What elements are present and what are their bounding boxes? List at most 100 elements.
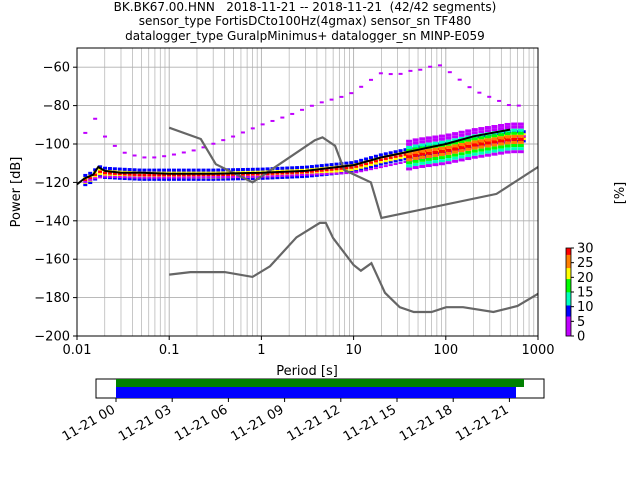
- heatmap-cell: [300, 165, 305, 169]
- heatmap-cell: [117, 176, 122, 180]
- colorbar-segment: [566, 294, 571, 297]
- heatmap-cell: [127, 168, 132, 172]
- heatmap-cell: [478, 142, 485, 146]
- heatmap-cell: [517, 122, 524, 126]
- heatmap-cell: [511, 147, 518, 151]
- colorbar-tick-label: 30: [577, 242, 594, 257]
- heatmap-cell: [445, 133, 452, 137]
- heatmap-cell: [398, 158, 403, 162]
- heatmap-cell: [378, 72, 383, 75]
- heatmap-cell: [511, 134, 518, 138]
- heatmap-cell: [221, 176, 226, 179]
- heatmap-cell: [398, 149, 403, 153]
- heatmap-cell: [412, 162, 419, 166]
- heatmap-cell: [419, 140, 426, 144]
- heatmap-cell: [516, 104, 521, 107]
- heatmap-cell: [491, 140, 498, 144]
- heatmap-cell: [432, 147, 439, 151]
- heatmap-cell: [364, 164, 369, 168]
- heatmap-cell: [103, 166, 108, 170]
- heatmap-cell: [103, 175, 108, 178]
- heatmap-cell: [211, 176, 216, 179]
- heatmap-cell: [369, 156, 374, 160]
- y-tick-label: −80: [43, 99, 70, 114]
- heatmap-cell: [186, 168, 191, 172]
- heatmap-cell: [378, 162, 383, 166]
- heatmap-cell: [162, 155, 167, 158]
- heatmap-cell: [221, 168, 226, 172]
- heatmap-cell: [504, 147, 511, 151]
- heatmap-cell: [388, 73, 393, 76]
- heatmap-cell: [452, 153, 459, 157]
- heatmap-cell: [388, 155, 393, 159]
- heatmap-cell: [300, 175, 305, 179]
- heatmap-cell: [484, 138, 491, 142]
- heatmap-cell: [162, 170, 167, 174]
- heatmap-cell: [511, 140, 518, 144]
- colorbar-segment: [566, 261, 571, 264]
- heatmap-cell: [147, 168, 152, 172]
- heatmap-cell: [290, 112, 295, 115]
- heatmap-cell: [112, 174, 117, 178]
- heatmap-cell: [478, 148, 485, 152]
- heatmap-cell: [295, 166, 300, 170]
- heatmap-cell: [445, 161, 452, 165]
- heatmap-cell: [240, 170, 245, 174]
- heatmap-cell: [491, 137, 498, 141]
- heatmap-cell: [285, 168, 290, 172]
- heatmap-cell: [369, 163, 374, 167]
- heatmap-cell: [181, 151, 186, 154]
- y-tick-label: −140: [34, 214, 70, 229]
- heatmap-cell: [83, 173, 88, 177]
- heatmap-cell: [504, 138, 511, 142]
- heatmap-cell: [98, 174, 103, 178]
- heatmap-cell: [406, 155, 413, 159]
- heatmap-cell: [458, 133, 465, 137]
- heatmap-cell: [478, 154, 485, 158]
- heatmap-cell: [245, 170, 250, 174]
- heatmap-cell: [438, 134, 445, 138]
- heatmap-cell: [216, 176, 221, 179]
- heatmap-cell: [406, 158, 413, 162]
- heatmap-cell: [122, 177, 127, 181]
- colorbar-segment: [566, 292, 571, 295]
- heatmap-cell: [471, 140, 478, 144]
- heatmap-cell: [167, 177, 172, 181]
- heatmap-cell: [285, 166, 290, 170]
- heatmap-cell: [412, 147, 419, 151]
- heatmap-cell: [403, 148, 408, 152]
- data-coverage-bar: [116, 379, 524, 387]
- heatmap-cell: [270, 176, 275, 180]
- heatmap-cell: [309, 171, 314, 175]
- heatmap-cell: [465, 132, 472, 136]
- heatmap-cell: [465, 153, 472, 157]
- heatmap-cell: [221, 177, 226, 181]
- heatmap-cell: [107, 173, 112, 177]
- heatmap-cell: [383, 152, 388, 156]
- heatmap-cell: [236, 170, 241, 174]
- heatmap-cell: [334, 172, 339, 175]
- heatmap-cell: [260, 123, 265, 126]
- heatmap-cell: [319, 166, 324, 170]
- heatmap-cell: [511, 144, 518, 148]
- colorbar-segment: [566, 320, 571, 324]
- timeline-tick-label: 11-21 03: [116, 402, 174, 444]
- heatmap-cell: [314, 173, 319, 176]
- heatmap-cell: [419, 158, 426, 162]
- colorbar-segment: [566, 283, 571, 286]
- timeline-tick-label: 11-21 00: [60, 402, 118, 444]
- heatmap-cell: [206, 168, 211, 172]
- heatmap-cell: [406, 148, 413, 152]
- heatmap-cell: [406, 139, 413, 143]
- heatmap-cell: [452, 141, 459, 145]
- heatmap-cell: [88, 178, 93, 181]
- colorbar-segment: [566, 289, 571, 293]
- heatmap-cell: [373, 167, 378, 170]
- heatmap-cell: [438, 159, 445, 163]
- heatmap-cell: [226, 177, 231, 181]
- heatmap-cell: [137, 176, 142, 179]
- colorbar-tick-label: 25: [577, 256, 594, 271]
- heatmap-cell: [403, 160, 408, 163]
- heatmap-cell: [152, 177, 157, 181]
